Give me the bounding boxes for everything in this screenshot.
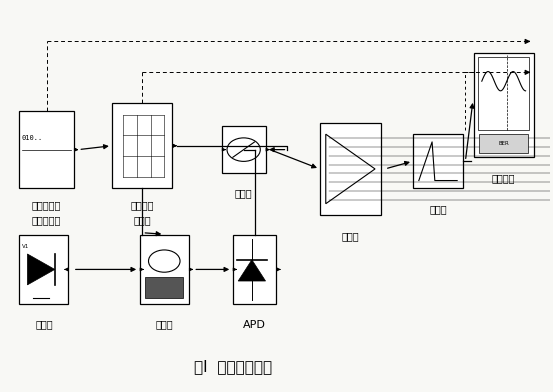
Bar [473, 53, 534, 157]
Polygon shape [238, 260, 265, 281]
Bar [478, 57, 529, 130]
Polygon shape [28, 254, 55, 285]
Bar [320, 123, 380, 215]
Text: 激光器: 激光器 [35, 319, 53, 330]
Text: 伪随机序列: 伪随机序列 [32, 200, 61, 210]
Text: BER: BER [498, 142, 509, 146]
Text: 数据恢复: 数据恢复 [492, 173, 515, 183]
Bar [413, 134, 463, 188]
Text: 滤波器: 滤波器 [429, 204, 447, 214]
Text: V1: V1 [22, 244, 29, 249]
Text: 调制器: 调制器 [155, 319, 173, 330]
Bar [112, 103, 173, 188]
Text: 衰减器: 衰减器 [235, 188, 253, 198]
Text: 010..: 010.. [22, 135, 43, 141]
Bar [145, 277, 184, 298]
Text: 图I  系统仿真模型: 图I 系统仿真模型 [194, 359, 272, 374]
Bar [140, 235, 189, 304]
Bar [233, 235, 276, 304]
Text: 放大器: 放大器 [342, 231, 359, 241]
Text: 信号发生器: 信号发生器 [32, 215, 61, 225]
Bar [222, 127, 265, 173]
Bar [479, 134, 528, 154]
Bar [19, 235, 69, 304]
Text: 脉冲信号: 脉冲信号 [131, 200, 154, 210]
Bar [19, 111, 74, 188]
Text: APD: APD [243, 319, 266, 330]
Text: 发生器: 发生器 [134, 215, 151, 225]
